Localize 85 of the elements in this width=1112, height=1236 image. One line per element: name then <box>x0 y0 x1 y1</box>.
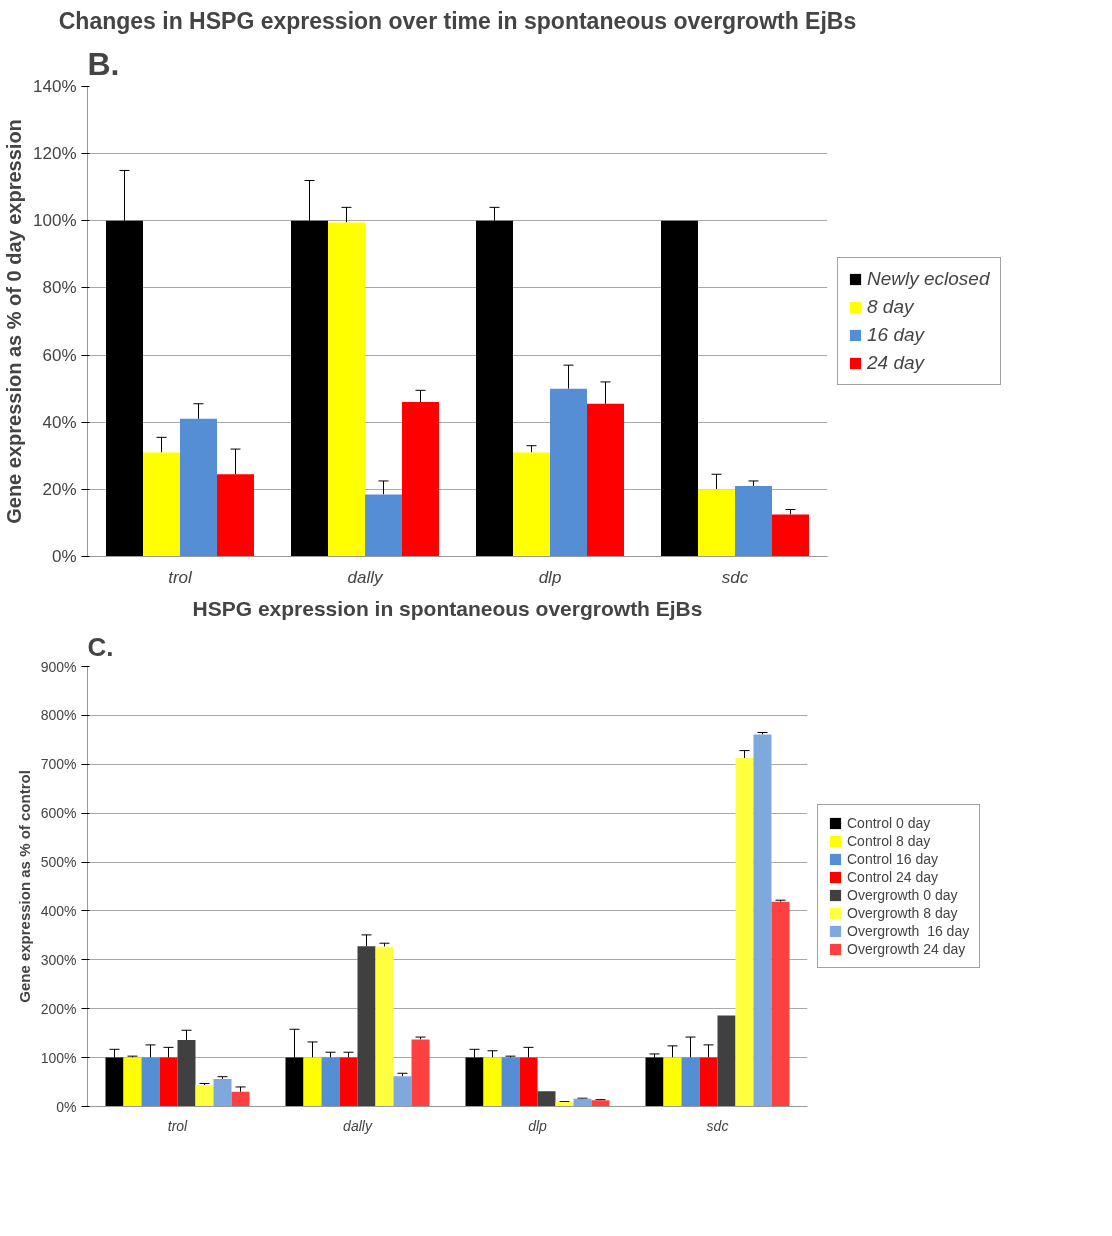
bar <box>753 734 772 1107</box>
x-tick-label: trol <box>167 1117 189 1134</box>
bar <box>195 1084 214 1107</box>
bar <box>213 1079 232 1107</box>
bar <box>501 1057 520 1107</box>
y-tick-label: 300% <box>40 951 77 968</box>
bar <box>717 1015 736 1107</box>
bar <box>698 489 735 557</box>
chart-title: HSPG expression in spontaneous overgrowth EjBs <box>192 596 703 620</box>
bar <box>217 474 254 557</box>
y-tick-label: 0% <box>51 547 77 566</box>
y-tick-label: 400% <box>40 902 77 919</box>
legend-label: Control 0 day <box>847 815 931 831</box>
x-tick-label: dlp <box>538 567 562 587</box>
y-tick-label: 500% <box>40 854 77 871</box>
y-axis-title: Gene expression as % of control <box>15 770 33 1003</box>
bar <box>303 1057 322 1107</box>
bar <box>699 1057 718 1107</box>
bar <box>735 757 754 1107</box>
bar <box>123 1057 142 1107</box>
y-tick-label: 140% <box>33 77 77 96</box>
x-tick-label: sdc <box>721 567 749 587</box>
bar <box>159 1057 178 1107</box>
bar <box>735 486 772 557</box>
bar <box>328 222 365 557</box>
legend-label: Overgrowth 16 day <box>847 923 970 939</box>
y-tick-label: 40% <box>42 412 77 432</box>
bar <box>483 1057 502 1107</box>
legend-label: 16 day <box>867 324 925 346</box>
text: B. <box>87 45 120 82</box>
y-tick-label: 800% <box>40 707 77 724</box>
y-axis-title: Gene expression as % of 0 day expression <box>3 119 26 524</box>
y-tick-label: 900% <box>40 658 77 675</box>
bar <box>180 418 217 557</box>
y-tick-label: 20% <box>42 479 77 499</box>
y-tick-label: 80% <box>42 278 77 298</box>
bar <box>411 1039 430 1107</box>
legend-label: 8 day <box>867 296 914 318</box>
bar <box>231 1091 250 1107</box>
y-tick-label: 0% <box>56 1098 77 1115</box>
bar <box>321 1057 340 1107</box>
legend-label: Newly eclosed <box>867 268 990 290</box>
bar <box>357 946 376 1107</box>
x-tick-label: dlp <box>528 1117 548 1134</box>
bar <box>143 452 180 557</box>
bar <box>591 1100 610 1107</box>
bar <box>339 1057 358 1107</box>
bar <box>661 220 698 557</box>
bar <box>519 1057 538 1107</box>
text: C. <box>87 631 114 662</box>
bar <box>550 388 587 557</box>
legend-label: Control 24 day <box>847 869 939 885</box>
bar <box>375 946 394 1107</box>
x-tick-label: trol <box>168 567 194 587</box>
legend-label: Overgrowth 24 day <box>847 941 966 957</box>
legend-label: Overgrowth 0 day <box>847 887 958 903</box>
bar <box>645 1057 664 1107</box>
y-tick-label: 700% <box>40 756 77 773</box>
bar <box>587 403 624 557</box>
bar <box>365 494 402 557</box>
bar <box>141 1057 160 1107</box>
bar <box>681 1057 700 1107</box>
legend-label: Control 8 day <box>847 833 931 849</box>
y-tick-label: 100% <box>33 211 77 231</box>
bar <box>663 1057 682 1107</box>
legend-label: Overgrowth 8 day <box>847 905 958 921</box>
y-tick-label: 120% <box>33 144 77 164</box>
x-tick-label: sdc <box>706 1117 729 1134</box>
bar <box>513 452 550 557</box>
bar <box>402 402 439 557</box>
bar <box>537 1091 556 1107</box>
bar <box>393 1076 412 1107</box>
y-tick-label: 200% <box>40 1000 77 1017</box>
bar <box>772 514 809 557</box>
y-tick-label: 60% <box>42 345 77 365</box>
x-tick-label: dally <box>347 567 384 587</box>
y-tick-label: 100% <box>40 1049 77 1066</box>
y-tick-label: 600% <box>40 805 77 822</box>
bar <box>177 1040 196 1107</box>
chart-title: Changes in HSPG expression over time in spontaneous overgrowth EjBs <box>58 7 857 34</box>
bar <box>771 901 790 1107</box>
bar <box>555 1102 574 1107</box>
x-tick-label: dally <box>343 1117 373 1134</box>
legend-label: 24 day <box>867 352 925 374</box>
legend-label: Control 16 day <box>847 851 939 867</box>
